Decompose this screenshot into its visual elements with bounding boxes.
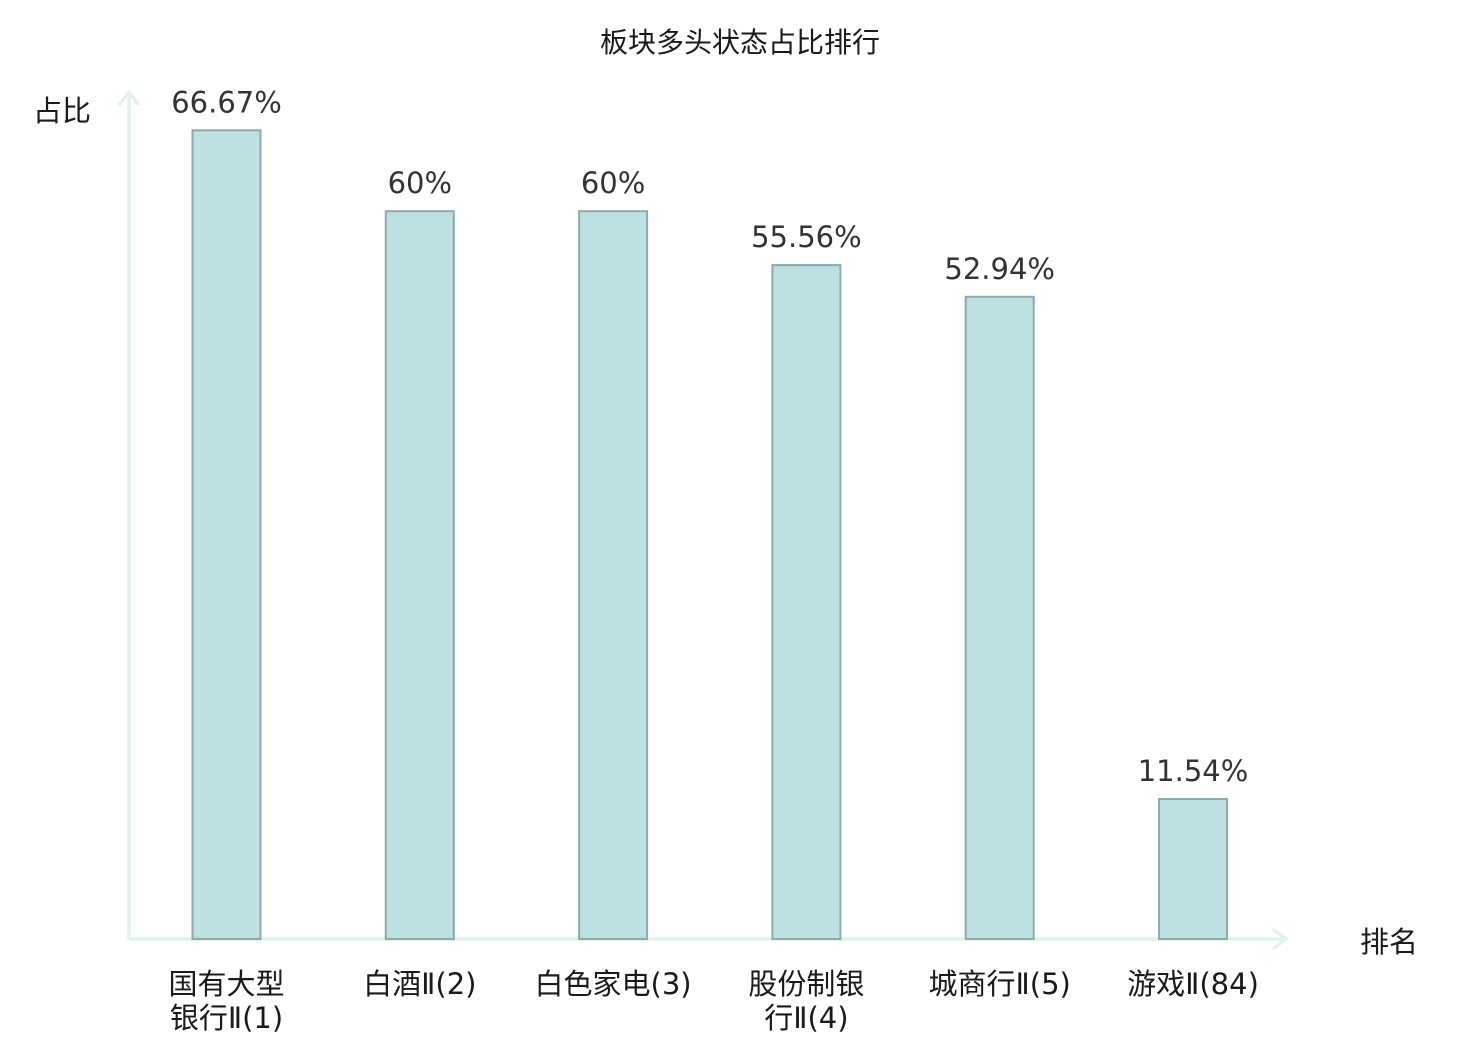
axes (118, 90, 1288, 950)
y-axis-arrow (118, 90, 140, 106)
category-label-2: 白酒Ⅱ(2) (363, 967, 476, 1001)
chart-title: 板块多头状态占比排行 (600, 26, 880, 59)
category-label-1-line-1: 国有大型 (168, 967, 284, 1001)
value-label-5: 52.94% (944, 252, 1055, 286)
category-label-3: 白色家电(3) (535, 967, 692, 1001)
value-label-2: 60% (388, 166, 452, 200)
value-labels-group: 66.67% 60% 60% 55.56% 52.94% 11.54% (171, 85, 1248, 788)
x-axis-label: 排名 (1360, 925, 1418, 959)
category-label-6: 游戏Ⅱ(84) (1127, 967, 1259, 1001)
value-label-6: 11.54% (1138, 754, 1249, 788)
category-label-5: 城商行Ⅱ(5) (929, 967, 1071, 1001)
value-label-4: 55.56% (751, 220, 862, 254)
value-label-3: 60% (581, 166, 645, 200)
bar-1 (191, 129, 262, 941)
category-label-4-line-1: 股份制银 (748, 967, 864, 1001)
bar-3 (578, 210, 649, 940)
y-axis-label: 占比 (33, 94, 91, 128)
value-label-1: 66.67% (171, 85, 282, 119)
bar-2 (384, 210, 455, 940)
bars-group (191, 129, 1228, 941)
bar-6 (1158, 798, 1228, 940)
category-label-1-line-2: 银行Ⅱ(1) (170, 1001, 283, 1035)
x-axis-arrow (1272, 928, 1288, 950)
bar-5 (964, 295, 1035, 940)
bar-4 (771, 264, 842, 941)
category-label-4-line-2: 行Ⅱ(4) (764, 1001, 848, 1035)
